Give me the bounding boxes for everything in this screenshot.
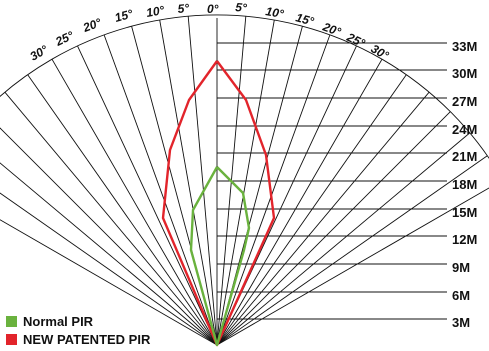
angle-label-left-30: 30°	[28, 42, 51, 63]
fan-line	[216, 34, 331, 346]
fan-line	[77, 45, 218, 346]
angle-label-right-5: 5°	[235, 0, 248, 15]
fan-line	[216, 19, 275, 346]
distance-grid	[217, 42, 447, 320]
fan-line	[0, 219, 218, 346]
angle-label-left-15: 15°	[113, 7, 134, 25]
angle-label-right-10: 10°	[264, 4, 284, 21]
angle-label-left-10: 10°	[145, 3, 165, 20]
distance-label-33m: 33M	[452, 39, 477, 54]
new-patented-pir-pattern	[161, 60, 276, 347]
angle-label-left-25: 25°	[52, 28, 75, 49]
distance-label-30m: 30M	[452, 66, 477, 81]
angle-label-left-5: 5°	[177, 1, 190, 16]
fan-line	[103, 34, 218, 346]
fan-line	[0, 192, 218, 346]
distance-label-27m: 27M	[452, 94, 477, 109]
angle-label-center-0: 0°	[207, 2, 219, 16]
outer-arc	[0, 14, 489, 160]
fan-line	[0, 127, 218, 346]
fan-line	[4, 91, 218, 346]
fan-line	[216, 58, 383, 346]
fan-line	[216, 91, 430, 346]
angle-label-right-20: 20°	[320, 19, 343, 39]
angle-label-right-25: 25°	[344, 30, 367, 51]
fan-line	[0, 162, 218, 346]
distance-label-18m: 18M	[452, 177, 477, 192]
fan-line	[216, 74, 407, 346]
distance-label-3m: 3M	[452, 315, 470, 330]
fan-line	[51, 58, 218, 346]
legend-label-new-patented-pir: NEW PATENTED PIR	[23, 332, 151, 347]
angle-labels: 30° 25° 20° 15° 10° 5° 0° 5° 10° 15° 20°…	[28, 0, 392, 64]
fan-line	[27, 74, 218, 346]
legend-label-normal-pir: Normal PIR	[23, 314, 94, 329]
distance-label-9m: 9M	[452, 260, 470, 275]
normal-pir-pattern	[189, 166, 251, 347]
fan-line	[216, 187, 489, 346]
fan-line	[159, 19, 218, 346]
angle-label-right-30: 30°	[369, 41, 392, 62]
legend-swatch-normal-pir	[6, 316, 17, 327]
distance-label-15m: 15M	[452, 205, 477, 220]
legend: Normal PIR NEW PATENTED PIR	[6, 314, 151, 347]
angle-label-right-15: 15°	[294, 10, 315, 28]
fan-line	[187, 16, 218, 346]
fan-line	[216, 155, 488, 346]
fan-line	[216, 132, 471, 346]
distance-label-6m: 6M	[452, 288, 470, 303]
distance-label-21m: 21M	[452, 149, 477, 164]
angle-label-left-20: 20°	[80, 15, 103, 35]
distance-label-24m: 24M	[452, 122, 477, 137]
legend-swatch-new-patented-pir	[6, 334, 17, 345]
fan-line	[216, 111, 451, 346]
distance-label-12m: 12M	[452, 232, 477, 247]
distance-labels: 33M 30M 27M 24M 21M 18M 15M 12M 9M 6M 3M	[452, 39, 477, 330]
